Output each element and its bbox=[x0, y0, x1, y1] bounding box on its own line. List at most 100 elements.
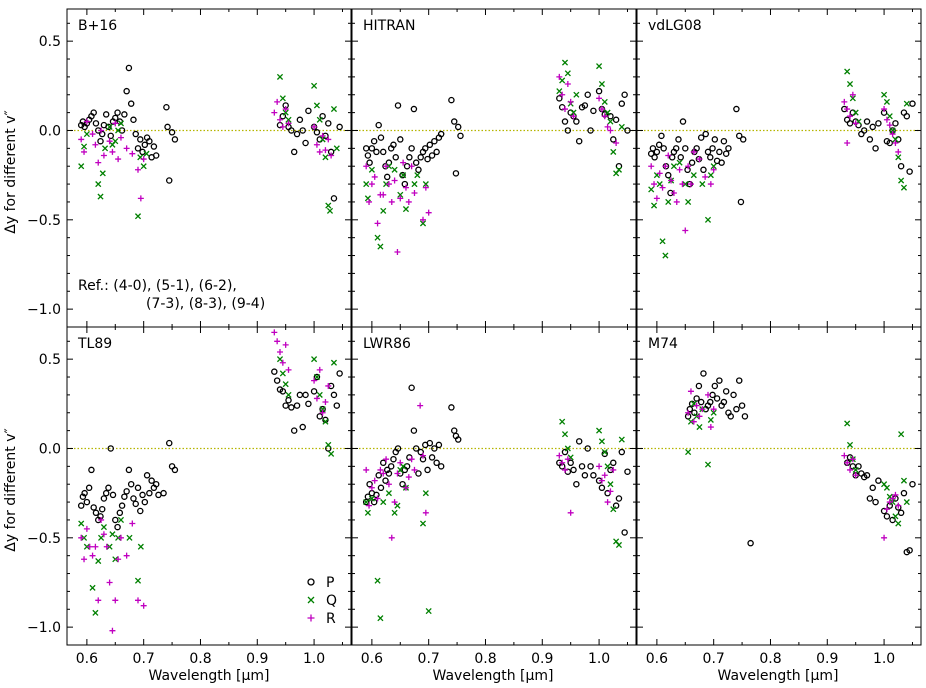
point-P bbox=[336, 123, 343, 131]
point-R bbox=[881, 106, 888, 113]
point-R bbox=[598, 106, 605, 113]
x-tick-label: 0.7 bbox=[418, 651, 440, 667]
point-Q bbox=[377, 615, 384, 622]
point-P bbox=[906, 547, 913, 554]
point-P bbox=[866, 495, 874, 502]
point-P bbox=[310, 388, 318, 395]
point-Q bbox=[78, 520, 85, 527]
reference-note-line-2: (7-3), (8-3), (9-4) bbox=[146, 296, 265, 312]
point-R bbox=[402, 484, 409, 491]
point-P bbox=[132, 500, 139, 508]
point-P bbox=[584, 445, 591, 452]
panel-m74: 0.6 0.7 0.8 0.9 1.0 M74 bbox=[636, 326, 922, 667]
point-P bbox=[612, 502, 620, 509]
point-R bbox=[601, 472, 608, 479]
point-P bbox=[100, 495, 108, 502]
point-Q bbox=[97, 193, 104, 200]
point-R bbox=[328, 152, 335, 159]
point-P bbox=[127, 100, 135, 107]
point-Q bbox=[402, 206, 410, 213]
point-Q bbox=[368, 166, 375, 173]
point-P bbox=[573, 118, 580, 125]
point-P bbox=[92, 120, 100, 127]
point-P bbox=[290, 427, 298, 434]
point-Q bbox=[95, 181, 102, 188]
point-P bbox=[564, 127, 572, 134]
point-Q bbox=[704, 216, 712, 223]
point-P bbox=[900, 489, 908, 497]
point-R bbox=[129, 520, 136, 527]
point-R bbox=[895, 148, 902, 155]
point-R bbox=[596, 95, 603, 102]
point-R bbox=[705, 391, 711, 398]
point-P bbox=[146, 489, 153, 497]
point-P bbox=[273, 377, 281, 384]
point-P bbox=[410, 427, 418, 434]
point-P bbox=[121, 493, 128, 500]
point-P bbox=[118, 127, 126, 134]
point-P bbox=[81, 489, 88, 497]
point-P bbox=[855, 463, 862, 470]
x-tick-label: 0.7 bbox=[133, 651, 155, 667]
point-P bbox=[704, 148, 712, 156]
point-R bbox=[847, 466, 853, 473]
point-R bbox=[702, 173, 709, 180]
point-P bbox=[302, 391, 309, 399]
point-Q bbox=[279, 95, 286, 102]
point-P bbox=[165, 439, 173, 447]
point-P bbox=[397, 136, 404, 143]
point-R bbox=[391, 499, 398, 506]
point-P bbox=[587, 127, 594, 134]
point-R bbox=[271, 109, 278, 116]
scatter-points bbox=[684, 370, 916, 556]
point-P bbox=[90, 109, 97, 116]
point-Q bbox=[374, 234, 381, 241]
point-P bbox=[362, 145, 370, 152]
point-R bbox=[570, 113, 577, 120]
point-R bbox=[425, 209, 432, 216]
point-P bbox=[575, 438, 583, 445]
panel-lwr86: 0.6 0.7 0.8 0.9 1.0 LWR86 bbox=[351, 326, 637, 667]
point-P bbox=[741, 413, 749, 420]
point-Q bbox=[604, 463, 611, 470]
point-R bbox=[123, 145, 130, 152]
point-Q bbox=[117, 120, 125, 127]
point-P bbox=[711, 136, 719, 143]
point-P bbox=[424, 466, 431, 474]
point-P bbox=[127, 480, 135, 488]
point-R bbox=[89, 552, 96, 559]
scatter-points bbox=[362, 384, 631, 622]
point-R bbox=[83, 525, 90, 532]
point-P bbox=[107, 445, 114, 452]
point-R bbox=[277, 349, 283, 356]
point-R bbox=[405, 474, 412, 481]
point-P bbox=[450, 118, 458, 125]
point-P bbox=[584, 91, 591, 99]
point-R bbox=[682, 227, 689, 234]
point-P bbox=[375, 472, 382, 479]
point-P bbox=[387, 463, 395, 470]
point-P bbox=[390, 455, 397, 463]
point-P bbox=[452, 170, 460, 177]
point-R bbox=[374, 220, 381, 227]
point-P bbox=[707, 154, 714, 161]
point-R bbox=[598, 477, 605, 484]
point-R bbox=[662, 163, 669, 170]
ticks bbox=[637, 9, 921, 327]
point-R bbox=[325, 382, 332, 389]
point-R bbox=[279, 359, 286, 366]
point-P bbox=[105, 123, 112, 131]
point-Q bbox=[615, 166, 623, 173]
point-P bbox=[677, 154, 684, 161]
point-P bbox=[686, 405, 694, 413]
point-R bbox=[388, 534, 395, 541]
point-P bbox=[377, 134, 385, 141]
point-R bbox=[405, 198, 412, 205]
point-P bbox=[165, 177, 173, 184]
point-Q bbox=[101, 145, 109, 152]
point-R bbox=[109, 148, 116, 155]
point-Q bbox=[319, 136, 326, 143]
point-Q bbox=[898, 431, 905, 438]
point-R bbox=[117, 534, 124, 541]
point-R bbox=[883, 506, 890, 513]
